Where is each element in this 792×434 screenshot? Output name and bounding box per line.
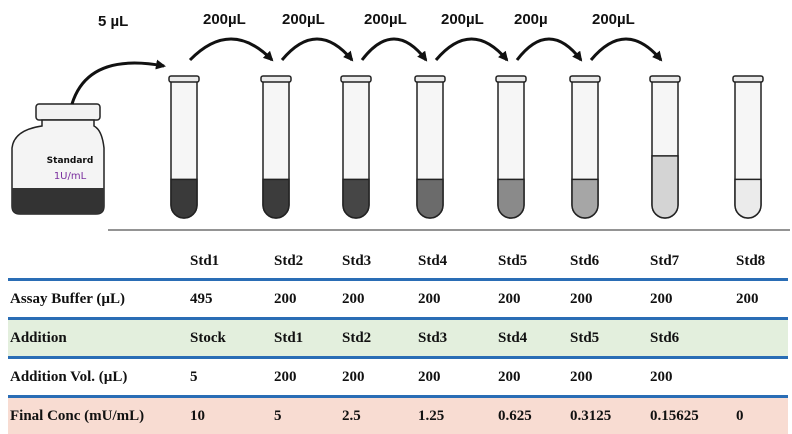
transfer-arrow [360, 37, 428, 62]
table-cell: 200 [274, 369, 297, 385]
table-row-assay-buffer: Assay Buffer (µL) 495 200 200 200 200 200 200 20… [8, 281, 788, 317]
table-cell: Std6 [650, 330, 680, 346]
table-cell: 200 [498, 369, 521, 385]
table-cell: 200 [418, 369, 441, 385]
table-cell: 200 [650, 369, 673, 385]
tube-liquid [571, 178, 599, 219]
table-cell: Std2 [342, 330, 372, 346]
transfer-arrow-stock [70, 59, 166, 105]
table-cell: 10 [190, 408, 205, 424]
transfer-label: 200µL [282, 11, 325, 28]
column-header: Std6 [570, 253, 600, 269]
transfer-arrow [188, 37, 274, 62]
column-header: Std3 [342, 253, 372, 269]
test-tube [649, 75, 681, 219]
transfer-arrow [434, 37, 509, 62]
transfer-label: 200µL [592, 11, 635, 28]
table-cell: 0.625 [498, 408, 532, 424]
vial-concentration: 1U/mL [54, 171, 87, 182]
dilution-table: Std1 Std2 Std3 Std4 Std5 Std6 Std7 Std8 Assay B… [8, 240, 788, 434]
test-tube [495, 75, 527, 219]
tube-liquid [342, 178, 370, 219]
test-tube [414, 75, 446, 219]
test-tube [168, 75, 200, 219]
table-cell: 0.3125 [570, 408, 612, 424]
table-cell: Std4 [498, 330, 528, 346]
test-tube [569, 75, 601, 219]
table-cell: 1.25 [418, 408, 445, 424]
table-cell: 200 [570, 369, 593, 385]
table-cell: 200 [342, 369, 365, 385]
table-row-final-conc: Final Conc (mU/mL) 10 5 2.5 1.25 0.625 0.3125 0… [8, 398, 788, 434]
table-cell: Std1 [274, 330, 304, 346]
transfer-label: 200µ [514, 11, 548, 28]
tube-liquid [497, 178, 525, 219]
table-cell: 200 [498, 291, 521, 307]
transfer-label: 200µL [364, 11, 407, 28]
row-label: Addition Vol. (µL) [10, 369, 128, 385]
table-rule [8, 317, 788, 320]
row-label: Final Conc (mU/mL) [10, 408, 145, 424]
row-label: Addition [10, 330, 67, 346]
column-header: Std7 [650, 253, 680, 269]
transfer-arrow [589, 37, 663, 62]
serial-dilution-diagram: Standard 1U/mL 5 µL 200µL 200µL 200µL 200µL… [11, 11, 790, 231]
vial-label: Standard [47, 156, 94, 166]
test-tube [340, 75, 372, 219]
table-cell: 200 [342, 291, 365, 307]
table-rule [8, 395, 788, 398]
transfer-arrow [515, 37, 583, 62]
tube-liquid [734, 178, 762, 219]
table-cell: 200 [650, 291, 673, 307]
table-cell: Std5 [570, 330, 600, 346]
table-cell: 200 [736, 291, 759, 307]
tube-liquid [416, 178, 444, 219]
table-cell: 0.15625 [650, 408, 699, 424]
table-cell: 495 [190, 291, 213, 307]
column-header: Std4 [418, 253, 448, 269]
column-header: Std2 [274, 253, 304, 269]
table-cell: 0 [736, 408, 744, 424]
standard-vial: Standard 1U/mL [11, 103, 105, 215]
table-cell: 2.5 [342, 408, 361, 424]
column-header: Std8 [736, 253, 766, 269]
transfer-label-stock: 5 µL [98, 13, 128, 30]
transfer-label: 200µL [441, 11, 484, 28]
table-header-row: Std1 Std2 Std3 Std4 Std5 Std6 Std7 Std8 [8, 240, 788, 278]
tube-liquid [170, 178, 198, 219]
table-rule [8, 278, 788, 281]
table-cell: 5 [274, 408, 282, 424]
table-cell: 200 [570, 291, 593, 307]
table-cell: Stock [190, 330, 226, 346]
column-header: Std5 [498, 253, 528, 269]
table-cell: 5 [190, 369, 198, 385]
tube-liquid [651, 155, 679, 219]
test-tube [260, 75, 292, 219]
transfer-arrow [280, 37, 354, 62]
test-tube [732, 75, 764, 219]
table-cell: Std3 [418, 330, 448, 346]
table-row-addition: Addition Stock Std1 Std2 Std3 Std4 Std5 Std6 [8, 320, 788, 356]
table-row-addition-vol: Addition Vol. (µL) 5 200 200 200 200 200 200 [8, 359, 788, 395]
column-header: Std1 [190, 253, 220, 269]
row-label: Assay Buffer (µL) [10, 291, 126, 307]
table-rule [8, 356, 788, 359]
table-cell: 200 [418, 291, 441, 307]
tube-liquid [262, 178, 290, 219]
transfer-label: 200µL [203, 11, 246, 28]
table-cell: 200 [274, 291, 297, 307]
